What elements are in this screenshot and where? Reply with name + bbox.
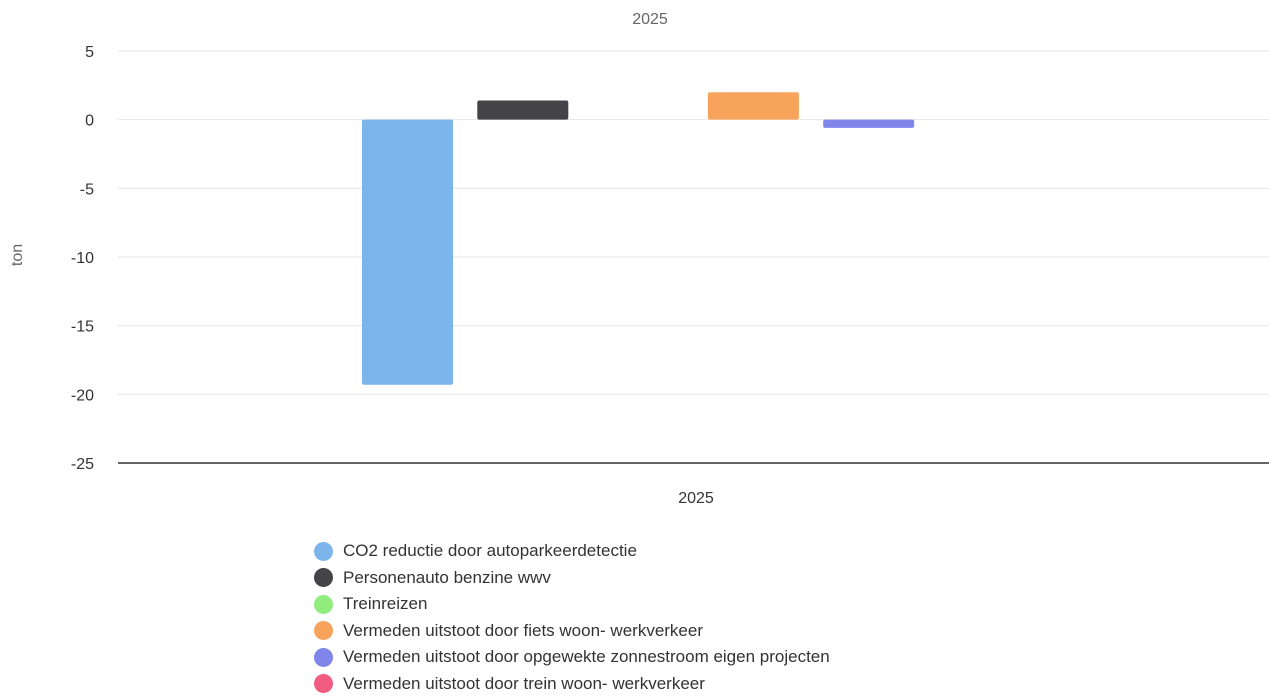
legend-item[interactable]: Vermeden uitstoot door trein woon- werkv…	[314, 671, 830, 697]
bar-series-4[interactable]	[823, 120, 914, 128]
legend-dot-icon	[314, 621, 333, 640]
legend-dot-icon	[314, 542, 333, 561]
bar-chart: 2025 ton 5 0 -5 -10 -15 -20 -25 2025	[0, 0, 1269, 535]
legend-label: Personenauto benzine wwv	[343, 568, 551, 588]
y-axis-label: ton	[9, 244, 26, 266]
legend-item[interactable]: CO2 reductie door autoparkeerdetectie	[314, 538, 830, 565]
legend-label: CO2 reductie door autoparkeerdetectie	[343, 541, 637, 561]
legend-item[interactable]: Vermeden uitstoot door fiets woon- werkv…	[314, 618, 830, 645]
bar-series-0[interactable]	[362, 120, 453, 385]
y-tick-label: -20	[71, 387, 94, 404]
legend-item[interactable]: Personenauto benzine wwv	[314, 565, 830, 592]
legend-dot-icon	[314, 595, 333, 614]
legend-label: Vermeden uitstoot door fiets woon- werkv…	[343, 621, 703, 641]
legend: CO2 reductie door autoparkeerdetectie Per…	[314, 538, 830, 697]
legend-label: Vermeden uitstoot door opgewekte zonnest…	[343, 647, 830, 667]
y-tick-label: -15	[71, 319, 94, 336]
y-tick-label: 0	[85, 113, 94, 130]
chart-title: 2025	[632, 11, 668, 28]
legend-dot-icon	[314, 648, 333, 667]
gridlines	[118, 51, 1269, 394]
y-tick-label: 5	[85, 44, 94, 61]
y-tick-label: -10	[71, 250, 94, 267]
legend-dot-icon	[314, 674, 333, 693]
bar-series-3[interactable]	[708, 92, 799, 119]
legend-item[interactable]: Vermeden uitstoot door opgewekte zonnest…	[314, 644, 830, 671]
y-tick-label: -25	[71, 456, 94, 473]
bar-series-1[interactable]	[477, 100, 568, 119]
legend-label: Vermeden uitstoot door trein woon- werkv…	[343, 674, 705, 694]
legend-dot-icon	[314, 568, 333, 587]
bars	[362, 92, 914, 385]
legend-item[interactable]: Treinreizen	[314, 591, 830, 618]
x-category-label: 2025	[678, 490, 714, 507]
y-tick-label: -5	[80, 181, 94, 198]
legend-label: Treinreizen	[343, 594, 427, 614]
y-axis-ticks: 5 0 -5 -10 -15 -20 -25	[71, 44, 94, 473]
